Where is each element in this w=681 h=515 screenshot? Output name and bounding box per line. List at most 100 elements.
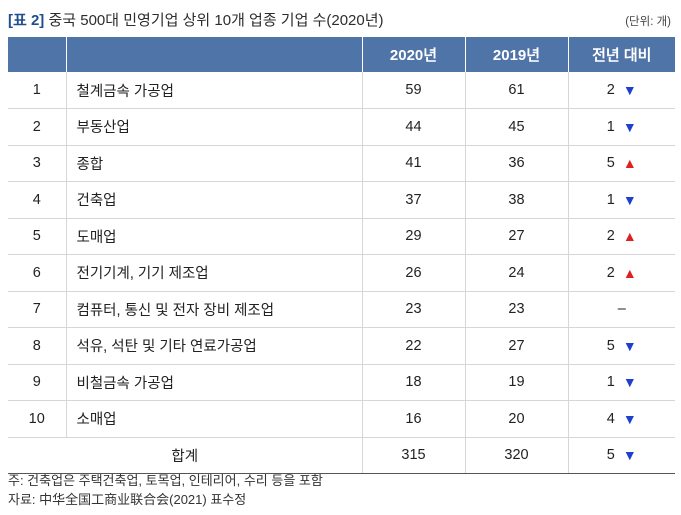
rank-cell: 7: [8, 291, 66, 328]
count-2019-cell: 27: [464, 327, 568, 365]
table-title-text: 중국 500대 민영기업 상위 10개 업종 기업 수(2020년): [48, 12, 384, 29]
table-header-row: 2020년 2019년 전년 대비: [8, 37, 675, 72]
table-caption: [표 2] 중국 500대 민영기업 상위 10개 업종 기업 수(2020년)…: [8, 6, 675, 32]
change-cell: 2 ▼: [567, 72, 675, 109]
rank-cell: 2: [8, 108, 66, 146]
triangle-down-icon: ▼: [622, 337, 637, 354]
rank-cell: 3: [8, 145, 66, 182]
rank-cell: 10: [8, 400, 66, 438]
industry-cell: 석유, 석탄 및 기타 연료가공업: [65, 327, 362, 365]
count-2019-cell: 61: [464, 72, 568, 109]
header-2019: 2019년: [464, 37, 568, 72]
count-2019-cell: 20: [464, 400, 568, 438]
triangle-down-icon: ▼: [622, 82, 637, 98]
triangle-down-icon: ▼: [622, 118, 637, 135]
industry-cell: 전기기계, 기기 제조업: [65, 254, 362, 292]
triangle-up-icon: ▲: [622, 228, 637, 245]
industry-cell: 컴퓨터, 통신 및 전자 장비 제조업: [65, 291, 362, 328]
industry-cell: 도매업: [65, 218, 362, 255]
change-number: 2: [606, 228, 615, 245]
change-number: 4: [606, 410, 615, 427]
header-change: 전년 대비: [567, 37, 675, 72]
table-row: 5 도매업 29 27 2 ▲: [8, 218, 675, 255]
triangle-up-icon: ▲: [622, 264, 637, 281]
count-2020-cell: 18: [361, 364, 465, 401]
change-value: 1 ▼: [607, 374, 637, 390]
change-number: 2: [606, 264, 615, 281]
industry-cell: 철계금속 가공업: [65, 72, 362, 109]
count-2019-cell: 19: [464, 364, 568, 401]
header-industry: [65, 37, 362, 72]
rank-cell: 8: [8, 327, 66, 365]
change-value: 5 ▼: [607, 338, 637, 354]
change-number: –: [617, 301, 626, 318]
count-2020-cell: 16: [361, 400, 465, 438]
table-row: 9 비철금속 가공업 18 19 1 ▼: [8, 364, 675, 401]
header-rank: [8, 37, 66, 72]
industry-cell: 종합: [65, 145, 362, 182]
count-2019-cell: 45: [464, 108, 568, 146]
footnote: 주: 건축업은 주택건축업, 토목업, 인테리어, 수리 등을 포함: [8, 473, 323, 488]
change-value: 2 ▲: [607, 228, 637, 244]
table-row: 4 건축업 37 38 1 ▼: [8, 181, 675, 219]
change-cell: 1 ▼: [567, 108, 675, 146]
triangle-down-icon: ▼: [622, 191, 637, 208]
industry-cell: 비철금속 가공업: [65, 364, 362, 401]
count-2020-cell: 59: [361, 72, 465, 109]
rank-cell: 6: [8, 254, 66, 292]
change-number: 1: [606, 118, 615, 135]
industry-cell: 건축업: [65, 181, 362, 219]
industry-cell: 소매업: [65, 400, 362, 438]
change-value: 5 ▲: [607, 155, 637, 171]
change-value: –: [618, 301, 626, 317]
source-note: 자료: 中华全国工商业联合会(2021) 표수정: [8, 492, 247, 507]
total-2019-cell: 320: [464, 437, 568, 474]
count-2020-cell: 41: [361, 145, 465, 182]
total-row: 합계 315 320 5 ▼: [8, 437, 675, 474]
table-notes: 주: 건축업은 주택건축업, 토목업, 인테리어, 수리 등을 포함 자료: 中…: [8, 471, 323, 509]
change-value: 1 ▼: [607, 119, 637, 135]
change-number: 1: [606, 191, 615, 208]
change-number: 2: [606, 82, 615, 98]
change-value: 2 ▲: [607, 265, 637, 281]
change-cell: 5 ▼: [567, 437, 675, 474]
total-label: 합계: [8, 437, 362, 474]
change-number: 5: [606, 337, 615, 354]
count-2019-cell: 23: [464, 291, 568, 328]
triangle-down-icon: ▼: [622, 410, 637, 427]
rank-cell: 1: [8, 72, 66, 109]
table-row: 8 석유, 석탄 및 기타 연료가공업 22 27 5 ▼: [8, 327, 675, 365]
change-value: 4 ▼: [607, 411, 637, 427]
header-2020: 2020년: [361, 37, 465, 72]
change-number: 5: [606, 447, 615, 464]
change-cell: 2 ▲: [567, 218, 675, 255]
table-row: 10 소매업 16 20 4 ▼: [8, 400, 675, 438]
count-2019-cell: 24: [464, 254, 568, 292]
count-2020-cell: 29: [361, 218, 465, 255]
industry-table: 2020년 2019년 전년 대비 1 철계금속 가공업 59 61 2 ▼ 2 부동산업 44…: [8, 37, 675, 474]
change-value: 2 ▼: [607, 82, 637, 98]
change-cell: –: [567, 291, 675, 328]
table-row: 7 컴퓨터, 통신 및 전자 장비 제조업 23 23–: [8, 291, 675, 328]
table-row: 2 부동산업 44 45 1 ▼: [8, 108, 675, 146]
triangle-up-icon: ▲: [622, 155, 637, 172]
count-2019-cell: 38: [464, 181, 568, 219]
count-2020-cell: 23: [361, 291, 465, 328]
table-number: [표 2]: [8, 12, 45, 29]
count-2020-cell: 22: [361, 327, 465, 365]
change-number: 5: [606, 155, 615, 172]
table-row: 1 철계금속 가공업 59 61 2 ▼: [8, 72, 675, 109]
rank-cell: 5: [8, 218, 66, 255]
triangle-down-icon: ▼: [622, 374, 637, 391]
table-row: 6 전기기계, 기기 제조업 26 24 2 ▲: [8, 254, 675, 292]
change-cell: 5 ▼: [567, 327, 675, 365]
change-cell: 1 ▼: [567, 364, 675, 401]
change-value: 1 ▼: [607, 192, 637, 208]
count-2019-cell: 36: [464, 145, 568, 182]
industry-cell: 부동산업: [65, 108, 362, 146]
unit-label: (단위: 개): [625, 16, 671, 28]
total-2020-cell: 315: [361, 437, 465, 474]
change-number: 1: [606, 374, 615, 391]
rank-cell: 9: [8, 364, 66, 401]
rank-cell: 4: [8, 181, 66, 219]
